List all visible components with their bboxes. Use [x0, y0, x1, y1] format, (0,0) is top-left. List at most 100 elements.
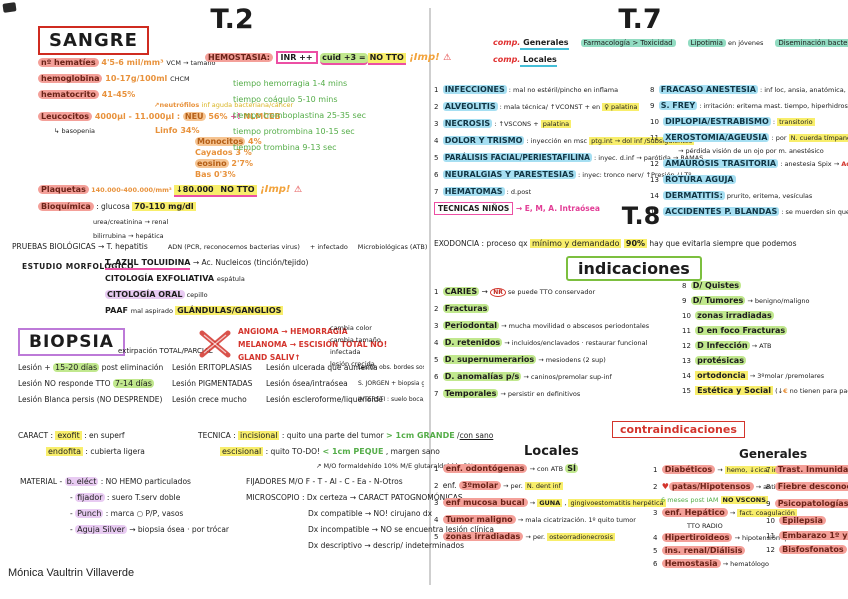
- text-run: enf mucosa bucal: [442, 498, 528, 507]
- text-run: 41-45%: [98, 90, 136, 99]
- note-line: 13 protésicas: [682, 355, 848, 367]
- note-line: comp. Generales Farmacología > Toxicidad L…: [493, 37, 848, 50]
- text-run: VCM → tamaño: [166, 59, 216, 67]
- note-line: PAAF mal aspirado GLÁNDULAS/GANGLIOS: [105, 305, 308, 316]
- text-run: Generales: [520, 38, 569, 50]
- note-line: Dx descriptivo → descrip/ indeterminados: [308, 540, 494, 551]
- text-run: S. FREY: [658, 101, 698, 110]
- text-run: NLMCEB: [240, 112, 281, 121]
- text-run: HEMATOMAS: [442, 187, 505, 196]
- note-line: 6 D. anomalías p/s → caninos/premolar su…: [434, 371, 649, 383]
- text-run: exofit: [55, 431, 82, 440]
- text-run: 7-14 días: [112, 379, 154, 388]
- text-run: 5: [434, 533, 441, 541]
- text-run: NO TTO: [215, 185, 257, 197]
- text-run: Leucocitos: [38, 112, 93, 121]
- text-run: → caninos/premolar sup-inf: [521, 373, 612, 381]
- note-line: ANGIOMA → HEMORRAGIA: [238, 326, 387, 337]
- note-line: 4 D. retenidos → incluidos/enclavados · …: [434, 337, 649, 349]
- text-run: ¡Imp!: [256, 184, 294, 195]
- note-line: PRUEBAS BIOLÓGICAS → T. hepatitis ADN (PC…: [12, 241, 427, 252]
- text-run: CARACT :: [18, 431, 56, 440]
- text-run: -: [70, 525, 76, 534]
- text-run: bilirrubina → hepática: [93, 232, 164, 240]
- text-run: GUNA: [537, 499, 563, 507]
- text-run: Cayados 3 %: [195, 148, 252, 157]
- text-run: ¡Imp!: [405, 52, 444, 63]
- text-run: MATERIAL: [20, 477, 58, 486]
- text-run: Lesión ulcerada que aumenta: [266, 363, 378, 372]
- note-line: 9 D/ Tumores → benigno/maligno: [682, 295, 848, 307]
- text-run: CITOLOGÍA EXFOLIATIVA: [105, 274, 217, 283]
- note-line: 7 HEMATOMAS : d.post: [434, 186, 703, 198]
- note-line: S. JORGEN + biopsia glandular: [358, 378, 424, 389]
- text-run: zonas irradiadas: [442, 532, 524, 541]
- contraindicaciones-generales-heading: Generales: [739, 447, 808, 461]
- note-line: 11 D en foco Fracturas: [682, 325, 848, 337]
- text-run: : inyec: tronco nerv/ ↑Presión /↓Tº: [575, 171, 692, 179]
- text-run: → per.: [523, 533, 548, 541]
- sangre-section-title: SANGRE: [38, 26, 149, 55]
- text-run: Adrenalina: [841, 160, 848, 168]
- text-run: 6 meses post IAM: [661, 496, 721, 504]
- text-run: 4'5-6 mil/mm³: [98, 58, 167, 67]
- text-run: incisional: [238, 431, 280, 440]
- text-run: NO TTO: [367, 53, 406, 65]
- text-run: NR: [490, 288, 506, 297]
- text-run: 4: [434, 137, 441, 145]
- text-run: : en superf: [81, 431, 125, 440]
- note-line: 5 D. supernumerarios → mesiodens (2 sup): [434, 354, 649, 366]
- text-run: Bas 0'3%: [195, 170, 236, 179]
- text-run: (↓: [773, 387, 784, 395]
- contraindicaciones-locales-list: 1 enf. odontógenas → con ATB SÍ 2 enf. 3º…: [434, 463, 666, 548]
- page-title-t2: T.2: [210, 4, 254, 35]
- text-run: MICROSCOPIO : Dx certeza → CARACT PATOGN…: [246, 493, 463, 502]
- note-line: Lesión PIGMENTADAS: [172, 378, 252, 389]
- text-run: fijador: [75, 493, 105, 502]
- text-run: → ATB: [749, 342, 772, 350]
- text-run: : NO HEMO particulados: [98, 477, 191, 486]
- note-line: Lesión escleroforme/liquenoide: [266, 394, 383, 405]
- text-run: Lesión ósea/intraósea: [266, 379, 348, 388]
- text-run: ♀ palatina: [602, 103, 640, 111]
- note-line: Dx incompatible → NO se encuentra lesión…: [308, 524, 494, 535]
- note-line: 1 Diabéticos → hemo, ↓cica, inf: [653, 464, 818, 476]
- text-run: → mala cicatrización. 1º quito tumor: [515, 516, 636, 524]
- text-run: Tumor maligno: [442, 515, 516, 524]
- text-run: , margen sano: [383, 447, 440, 456]
- biopsia-subtitle: extirpación TOTAL/PARCIAL: [118, 347, 213, 355]
- text-run: : inf loc, ansia, anatómica, ↓DIAGNOST: [759, 86, 848, 94]
- note-line: - Aguja Silver → biopsia ósea · por tróc…: [70, 524, 229, 535]
- text-run: no tienen para pagar TTO): [789, 387, 848, 395]
- note-line: 4 Hipertiroideos → hipotensión qx MIEDO: [653, 532, 818, 544]
- text-run: ROTURA AGUJA: [663, 175, 736, 184]
- text-run: transitorio: [777, 118, 815, 126]
- text-run: Bisfosfonatos: [779, 545, 847, 554]
- text-run: Periodontal: [442, 321, 500, 330]
- text-run: D Infección: [695, 341, 750, 350]
- text-run: → Ac. Nucleicos (tinción/tejido): [190, 258, 309, 267]
- note-line: lesión crecida: [330, 358, 381, 369]
- note-line: Bioquímica : glucosa 70-110 mg/dl: [38, 201, 302, 212]
- text-run: patas/Hipotensos: [668, 482, 754, 491]
- text-run: gingivoestomatitis herpética: [568, 499, 666, 507]
- text-run: D. supernumerarios: [442, 355, 537, 364]
- text-run: 2: [434, 482, 441, 490]
- note-line: TECNICAS NIÑOS → E, M, A. Intraósea: [434, 202, 703, 215]
- text-run: NO VSCONS: [720, 496, 768, 504]
- text-run: inf aguda bacteriana/cáncer: [201, 101, 294, 109]
- text-run: PRUEBAS BIOLÓGICAS → T. hepatitis: [12, 242, 148, 251]
- text-run: ↗neutrófilos: [154, 101, 202, 109]
- text-run: → mucha movilidad o abscesos periodontal…: [499, 322, 650, 330]
- section-material: MATERIAL - b. eléct : NO HEMO particulad…: [20, 476, 229, 540]
- text-run: Temporales: [442, 389, 499, 398]
- lesiones-column-1: Lesión + 15-20 días post eliminación Lesi…: [18, 362, 163, 410]
- note-line: CARACT : exofit : en superf: [18, 430, 145, 441]
- contraindicaciones-generales-col1: 1 Diabéticos → hemo, ↓cica, inf 2 ♥ patas/…: [653, 464, 818, 575]
- text-run: 7: [766, 466, 773, 474]
- text-run: -: [57, 477, 65, 486]
- note-line: 5 zonas irradiadas → per. osteorradionec…: [434, 531, 666, 543]
- text-run: se puede TTO conservador: [505, 288, 596, 296]
- text-run: cambia tamaño: [330, 336, 381, 344]
